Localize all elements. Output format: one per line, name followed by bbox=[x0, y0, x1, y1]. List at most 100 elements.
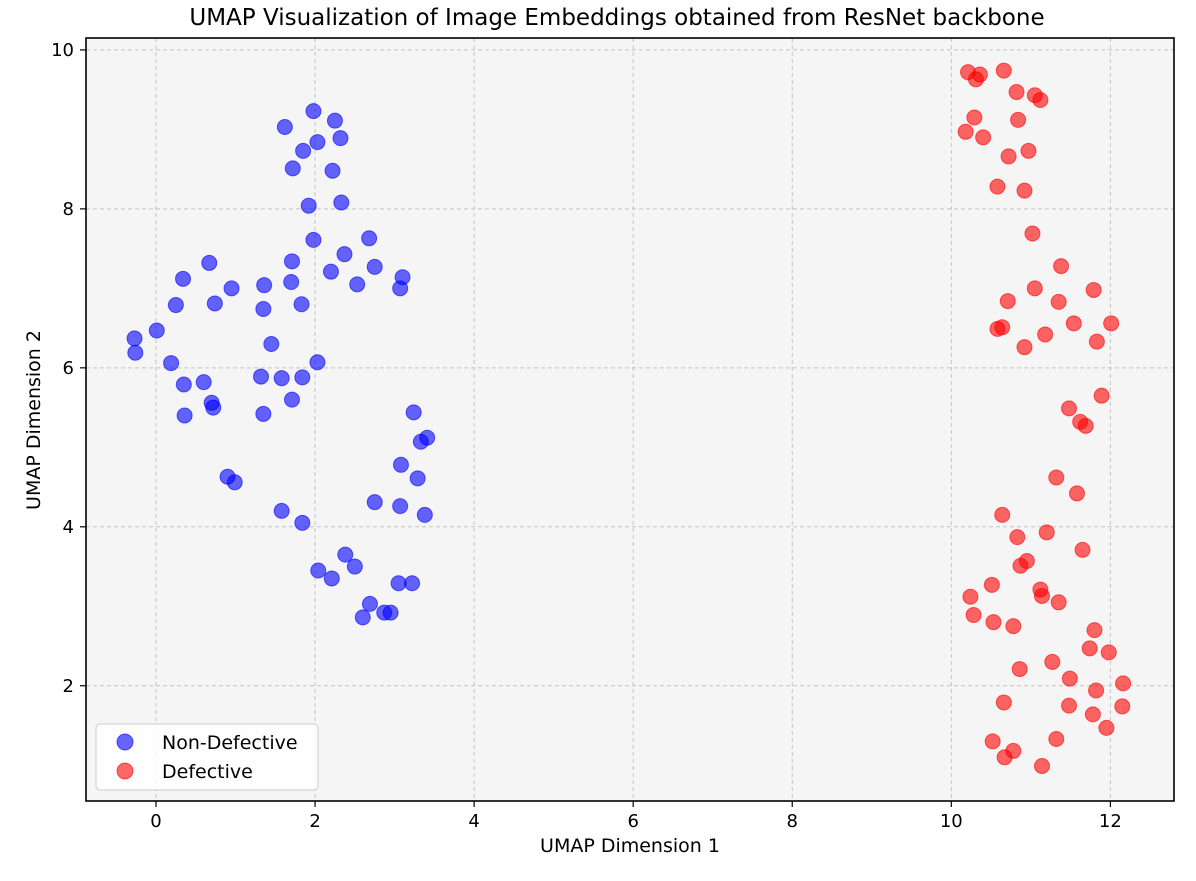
point-defective bbox=[962, 588, 979, 605]
point-non-defective bbox=[223, 280, 240, 297]
point-non-defective bbox=[300, 197, 317, 214]
x-tick-label: 10 bbox=[940, 811, 963, 832]
point-defective bbox=[1115, 675, 1132, 692]
point-defective bbox=[1048, 731, 1065, 748]
point-defective bbox=[995, 694, 1012, 711]
grid-lines bbox=[86, 38, 1174, 801]
point-defective bbox=[1114, 698, 1131, 715]
point-non-defective bbox=[175, 376, 192, 393]
point-defective bbox=[1038, 524, 1055, 541]
point-non-defective bbox=[273, 502, 290, 519]
point-non-defective bbox=[416, 506, 433, 523]
point-non-defective bbox=[361, 230, 378, 247]
point-defective bbox=[1103, 315, 1120, 332]
point-defective bbox=[971, 66, 988, 83]
point-defective bbox=[1053, 258, 1070, 275]
point-non-defective bbox=[409, 470, 426, 487]
point-non-defective bbox=[283, 253, 300, 270]
y-axis-label: UMAP Dimension 2 bbox=[23, 330, 45, 510]
point-non-defective bbox=[349, 276, 366, 293]
point-non-defective bbox=[148, 322, 165, 339]
point-defective bbox=[983, 576, 1000, 593]
legend-box bbox=[95, 723, 319, 791]
axis-ticks: 0 2 4 6 8 10 12 2 4 6 8 10 bbox=[51, 40, 1122, 832]
point-defective bbox=[1032, 91, 1049, 108]
point-non-defective bbox=[366, 258, 383, 275]
point-non-defective bbox=[392, 280, 409, 297]
point-defective bbox=[1061, 400, 1078, 417]
point-non-defective bbox=[354, 609, 371, 626]
point-defective bbox=[1098, 719, 1115, 736]
point-defective bbox=[1000, 148, 1017, 165]
point-defective bbox=[957, 123, 974, 140]
legend: Non-Defective Defective bbox=[95, 723, 319, 791]
point-non-defective bbox=[309, 134, 326, 151]
point-defective bbox=[1033, 758, 1050, 775]
data-points bbox=[126, 62, 1132, 775]
point-non-defective bbox=[295, 142, 312, 159]
point-defective bbox=[1061, 670, 1078, 687]
point-defective bbox=[999, 293, 1016, 310]
point-defective bbox=[1061, 697, 1078, 714]
x-axis-label: UMAP Dimension 1 bbox=[540, 835, 720, 857]
x-tick-label: 8 bbox=[787, 811, 798, 832]
point-defective bbox=[1065, 315, 1082, 332]
point-defective bbox=[1008, 84, 1025, 101]
point-defective bbox=[1077, 417, 1094, 434]
point-non-defective bbox=[206, 295, 223, 312]
point-defective bbox=[1044, 653, 1061, 670]
point-non-defective bbox=[283, 274, 300, 291]
point-non-defective bbox=[175, 270, 192, 287]
point-defective bbox=[1050, 293, 1067, 310]
point-defective bbox=[1037, 326, 1054, 343]
point-defective bbox=[1086, 622, 1103, 639]
point-defective bbox=[1016, 339, 1033, 356]
point-non-defective bbox=[333, 194, 350, 211]
point-non-defective bbox=[263, 335, 280, 352]
y-tick-label: 10 bbox=[51, 40, 74, 61]
point-non-defective bbox=[255, 301, 272, 318]
point-non-defective bbox=[305, 231, 322, 248]
point-defective bbox=[1074, 541, 1091, 558]
point-defective bbox=[1081, 640, 1098, 657]
point-defective bbox=[1093, 387, 1110, 404]
point-non-defective bbox=[195, 374, 212, 391]
point-non-defective bbox=[126, 330, 143, 347]
series-non-defective bbox=[126, 103, 436, 626]
point-defective bbox=[1011, 661, 1028, 678]
point-non-defective bbox=[337, 546, 354, 563]
point-non-defective bbox=[336, 246, 353, 263]
point-non-defective bbox=[332, 130, 349, 147]
point-defective bbox=[1084, 706, 1101, 723]
point-non-defective bbox=[361, 595, 378, 612]
point-defective bbox=[1024, 225, 1041, 242]
point-non-defective bbox=[127, 344, 144, 361]
y-tick-label: 6 bbox=[63, 358, 74, 379]
point-defective bbox=[1026, 280, 1043, 297]
point-non-defective bbox=[382, 604, 399, 621]
point-defective bbox=[1050, 594, 1067, 611]
point-non-defective bbox=[366, 494, 383, 511]
point-defective bbox=[996, 749, 1013, 766]
point-defective bbox=[1016, 182, 1033, 199]
point-non-defective bbox=[201, 254, 218, 271]
point-non-defective bbox=[284, 160, 301, 177]
point-non-defective bbox=[294, 514, 311, 531]
point-defective bbox=[984, 733, 1001, 750]
point-non-defective bbox=[412, 433, 429, 450]
point-non-defective bbox=[252, 368, 269, 385]
point-non-defective bbox=[392, 498, 409, 515]
point-non-defective bbox=[309, 354, 326, 371]
point-defective bbox=[985, 614, 1002, 631]
point-non-defective bbox=[326, 112, 343, 129]
point-defective bbox=[1005, 618, 1022, 635]
y-tick-label: 2 bbox=[63, 676, 74, 697]
point-non-defective bbox=[255, 405, 272, 422]
x-tick-label: 6 bbox=[627, 811, 638, 832]
point-defective bbox=[1085, 281, 1102, 298]
point-non-defective bbox=[404, 575, 421, 592]
point-non-defective bbox=[276, 119, 293, 136]
point-non-defective bbox=[283, 391, 300, 408]
legend-label-defective: Defective bbox=[162, 761, 253, 783]
